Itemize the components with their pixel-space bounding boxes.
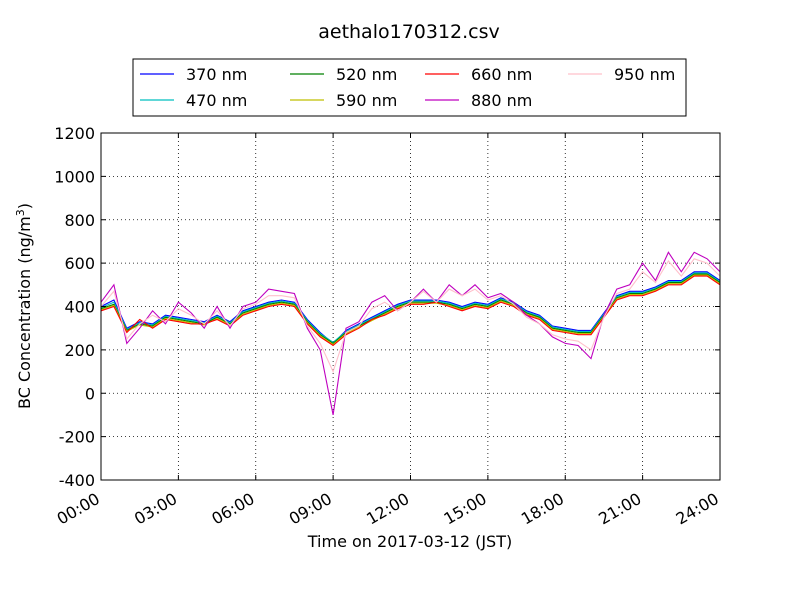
y-tick-label: 1200	[54, 124, 95, 143]
gridlines	[101, 133, 720, 480]
y-axis-label-superscript: 3	[14, 209, 27, 216]
chart-title: aethalo170312.csv	[318, 21, 500, 43]
y-tick-label: 800	[64, 211, 95, 230]
legend-frame	[132, 58, 687, 117]
series-line-470-nm	[100, 272, 721, 343]
x-tick-labels: 00:00 03:00 06:00 09:00 12:00 15:00 18:00 21:00…	[54, 489, 722, 529]
x-tick-label: 21:00	[595, 489, 644, 529]
y-axis-label-main: BC Concentration (ng/m	[15, 216, 34, 409]
series-line-660-nm	[100, 275, 721, 347]
legend-label-950-nm: 950 nm	[614, 65, 675, 84]
legend-label-660-nm: 660 nm	[471, 65, 532, 84]
x-axis-label: Time on 2017-03-12 (JST)	[307, 532, 512, 551]
x-tick-label: 06:00	[208, 489, 257, 529]
x-tick-label: 18:00	[518, 489, 567, 529]
legend-label-880-nm: 880 nm	[471, 91, 532, 110]
x-tick-label: 12:00	[363, 489, 412, 529]
x-tick-label: 09:00	[286, 489, 335, 529]
x-tick-label: 24:00	[673, 489, 722, 529]
series-lines	[100, 251, 721, 416]
x-tick-label: 15:00	[440, 489, 489, 529]
y-axis-label: BC Concentration (ng/m3)	[14, 203, 34, 409]
y-tick-label: -400	[59, 471, 95, 490]
ticks	[100, 132, 721, 481]
y-tick-label: 1000	[54, 167, 95, 186]
legend-label-470-nm: 470 nm	[186, 91, 247, 110]
y-tick-label: 400	[64, 298, 95, 317]
legend-label-590-nm: 590 nm	[336, 91, 397, 110]
series-line-520-nm	[100, 273, 721, 345]
x-tick-label: 00:00	[54, 489, 103, 529]
series-line-950-nm	[100, 258, 721, 374]
y-axis-label-end: )	[15, 203, 34, 209]
y-tick-label: -200	[59, 428, 95, 447]
series-line-590-nm	[100, 274, 721, 346]
y-tick-label: 600	[64, 254, 95, 273]
y-tick-label: 200	[64, 341, 95, 360]
x-tick-label: 03:00	[131, 489, 180, 529]
y-tick-label: 0	[85, 384, 95, 403]
legend-label-370-nm: 370 nm	[186, 65, 247, 84]
legend: 370 nm 470 nm 520 nm 590 nm 660 nm 880 nm 950 …	[132, 58, 687, 117]
y-tick-labels: -400 -200 0 200 400 600 800 1000 1200	[54, 124, 95, 490]
series-line-370-nm	[100, 271, 721, 345]
legend-label-520-nm: 520 nm	[336, 65, 397, 84]
